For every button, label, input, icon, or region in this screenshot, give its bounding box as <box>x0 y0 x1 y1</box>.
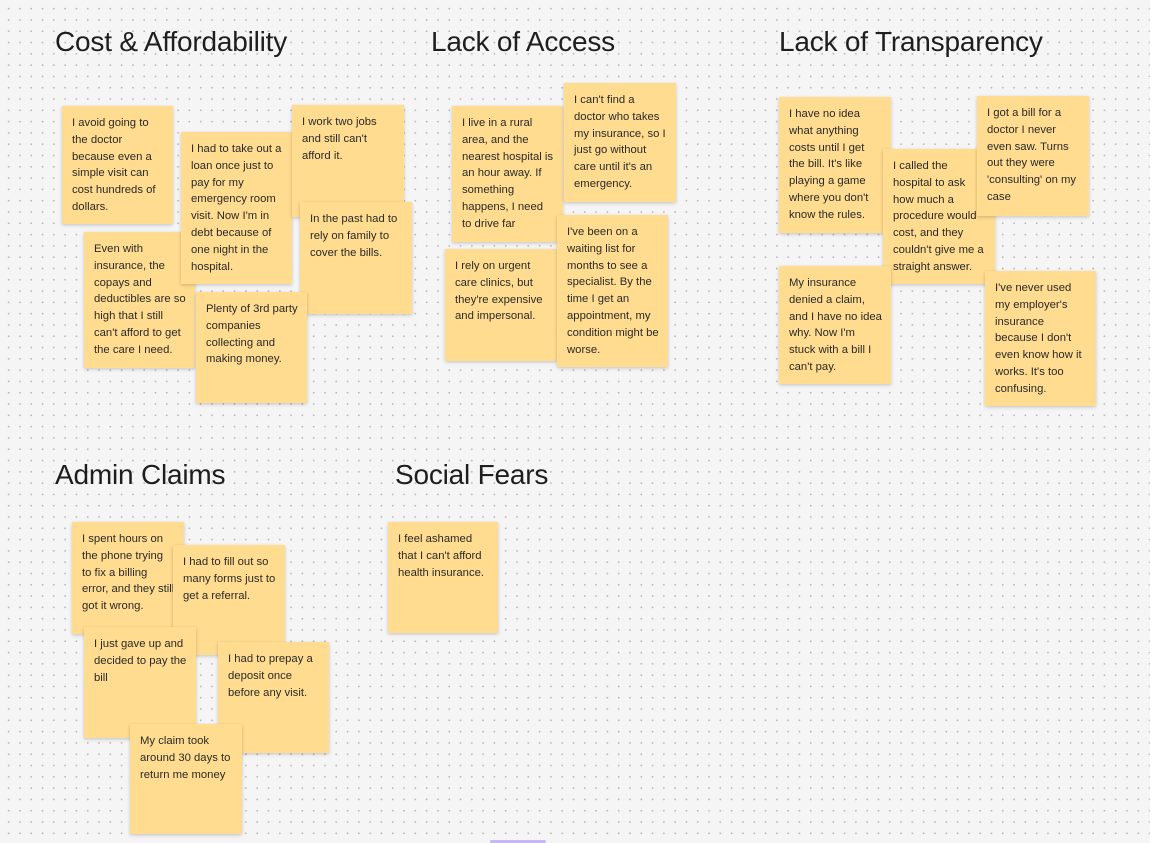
heading-lack-of-access: Lack of Access <box>431 26 615 57</box>
sticky-text: My claim took around 30 days to return m… <box>140 735 231 781</box>
sticky-text: I got a bill for a doctor I never even s… <box>987 107 1077 203</box>
sticky-note[interactable]: Even with insurance, the copays and dedu… <box>84 232 195 368</box>
sticky-text: I rely on urgent care clinics, but they'… <box>455 260 543 323</box>
sticky-text: I work two jobs and still can't afford i… <box>302 116 377 162</box>
sticky-note[interactable]: I had to prepay a deposit once before an… <box>218 642 329 753</box>
heading-social-fears: Social Fears <box>395 459 549 490</box>
sticky-text: I live in a rural area, and the nearest … <box>462 117 554 230</box>
sticky-text: I called the hospital to ask how much a … <box>893 160 984 273</box>
selection-indicator <box>490 840 546 843</box>
sticky-text: I've never used my employer's insurance … <box>995 282 1082 395</box>
sticky-note[interactable]: I feel ashamed that I can't afford healt… <box>388 522 498 633</box>
heading-lack-of-transparency: Lack of Transparency <box>779 26 1043 57</box>
sticky-text: I can't find a doctor who takes my insur… <box>574 94 666 190</box>
sticky-text: Plenty of 3rd party companies collecting… <box>206 303 298 366</box>
sticky-note[interactable]: I spent hours on the phone trying to fix… <box>72 522 184 634</box>
sticky-text: I avoid going to the doctor because even… <box>72 117 156 213</box>
sticky-note[interactable]: I just gave up and decided to pay the bi… <box>84 627 196 738</box>
sticky-text: In the past had to rely on family to cov… <box>310 213 398 259</box>
sticky-note[interactable]: In the past had to rely on family to cov… <box>300 202 412 314</box>
sticky-text: I just gave up and decided to pay the bi… <box>94 638 187 684</box>
sticky-note[interactable]: I have no idea what anything costs until… <box>779 97 891 233</box>
sticky-note[interactable]: I work two jobs and still can't afford i… <box>292 105 404 217</box>
sticky-note[interactable]: I've been on a waiting list for months t… <box>557 215 668 367</box>
sticky-note[interactable]: My claim took around 30 days to return m… <box>130 724 242 834</box>
sticky-text: I had to take out a loan once just to pa… <box>191 143 282 273</box>
heading-cost-affordability: Cost & Affordability <box>55 26 288 57</box>
sticky-text: I have no idea what anything costs until… <box>789 108 869 221</box>
sticky-text: I feel ashamed that I can't afford healt… <box>398 533 485 579</box>
sticky-note[interactable]: I had to take out a loan once just to pa… <box>181 132 292 284</box>
heading-admin-claims: Admin Claims <box>55 459 226 490</box>
sticky-text: My insurance denied a claim, and I have … <box>789 277 882 373</box>
sticky-note[interactable]: I can't find a doctor who takes my insur… <box>564 83 676 202</box>
sticky-note[interactable]: I got a bill for a doctor I never even s… <box>977 96 1089 216</box>
sticky-text: I spent hours on the phone trying to fix… <box>82 533 175 613</box>
sticky-note[interactable]: I rely on urgent care clinics, but they'… <box>445 249 557 361</box>
sticky-note[interactable]: My insurance denied a claim, and I have … <box>779 266 891 384</box>
sticky-text: I've been on a waiting list for months t… <box>567 226 659 356</box>
sticky-note[interactable]: I called the hospital to ask how much a … <box>883 149 995 284</box>
sticky-text: I had to prepay a deposit once before an… <box>228 653 313 699</box>
sticky-note[interactable]: I live in a rural area, and the nearest … <box>452 106 563 242</box>
sticky-text: Even with insurance, the copays and dedu… <box>94 243 186 356</box>
sticky-note[interactable]: I've never used my employer's insurance … <box>985 271 1096 406</box>
sticky-text: I had to fill out so many forms just to … <box>183 556 276 602</box>
sticky-note[interactable]: I avoid going to the doctor because even… <box>62 106 173 224</box>
sticky-note[interactable]: Plenty of 3rd party companies collecting… <box>196 292 307 403</box>
